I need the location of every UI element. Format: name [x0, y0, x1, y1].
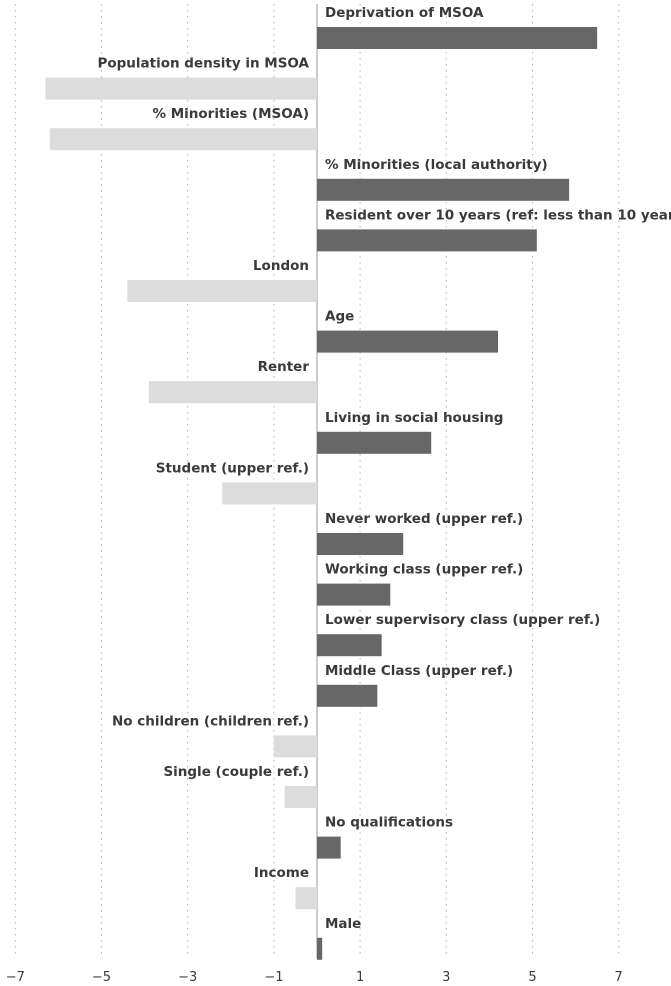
x-tick-label: −3	[178, 970, 197, 985]
bar	[317, 330, 499, 353]
x-tick-label: 1	[356, 970, 364, 985]
x-tick-label: −1	[264, 970, 283, 985]
category-label: Renter	[258, 359, 310, 375]
x-tick-label: 7	[615, 970, 623, 985]
category-label: Middle Class (upper ref.)	[325, 663, 513, 679]
category-label: Living in social housing	[325, 410, 503, 426]
category-label: No qualifications	[325, 815, 453, 831]
bar	[273, 735, 317, 758]
bar	[295, 887, 317, 910]
category-label: Single (couple ref.)	[163, 764, 309, 780]
bar	[317, 533, 404, 555]
x-tick-label: 5	[528, 970, 536, 985]
category-label: Age	[325, 309, 354, 325]
category-label: Resident over 10 years (ref: less than 1…	[325, 207, 671, 223]
category-label: No children (children ref.)	[112, 713, 309, 729]
category-label: Never worked (upper ref.)	[325, 511, 523, 527]
bar	[317, 836, 341, 859]
bar	[317, 431, 432, 454]
bar	[49, 128, 317, 151]
x-tick-label: 3	[442, 970, 450, 985]
x-tick-label: −5	[92, 970, 111, 985]
bar	[148, 381, 317, 404]
bars	[45, 27, 598, 960]
bar	[284, 786, 317, 808]
bar	[317, 229, 537, 252]
x-axis-ticks: −7 −5 −3 −1 1 3 5 7	[6, 970, 623, 985]
bar	[317, 583, 391, 606]
bar	[127, 280, 317, 302]
category-label: Population density in MSOA	[97, 56, 309, 72]
bar	[317, 937, 323, 960]
category-label: Working class (upper ref.)	[325, 562, 523, 578]
category-label: London	[253, 258, 309, 274]
bar	[317, 684, 378, 707]
category-label: % Minorities (local authority)	[325, 157, 548, 173]
bar	[222, 482, 317, 505]
category-label: % Minorities (MSOA)	[153, 106, 310, 122]
category-label: Income	[254, 865, 309, 881]
category-label: Male	[325, 916, 361, 932]
bar	[317, 27, 598, 49]
bar	[317, 178, 570, 201]
bar	[317, 634, 382, 657]
category-label: Lower supervisory class (upper ref.)	[325, 612, 600, 628]
x-tick-label: −7	[6, 970, 25, 985]
category-label: Student (upper ref.)	[156, 460, 309, 476]
category-labels: Deprivation of MSOA Population density in…	[97, 5, 671, 932]
category-label: Deprivation of MSOA	[325, 5, 484, 21]
bar	[45, 77, 317, 100]
